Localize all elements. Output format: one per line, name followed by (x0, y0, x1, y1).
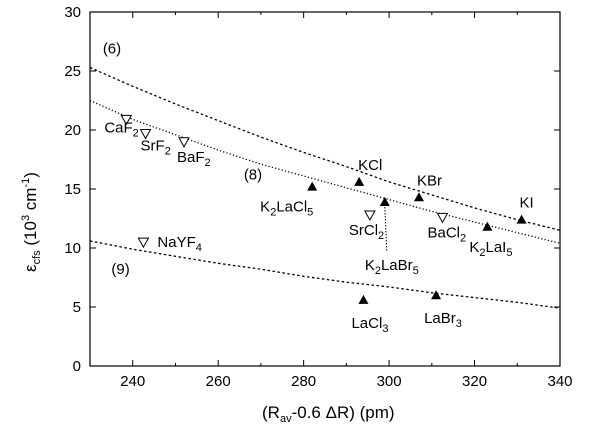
curve-label: (9) (111, 261, 129, 278)
point-label: BaF2 (177, 149, 211, 169)
filled-triangle-marker (431, 290, 442, 300)
y-tick-label: 0 (73, 358, 81, 375)
curve-label: (8) (244, 167, 262, 184)
point-label: K2LaCl5 (260, 199, 313, 219)
x-tick-label: 340 (547, 373, 572, 390)
filled-triangle-marker (482, 221, 493, 231)
filled-triangle-marker (358, 294, 369, 304)
leader-line (384, 206, 388, 253)
point-label: SrCl2 (349, 222, 384, 242)
filled-triangle-marker (516, 214, 527, 224)
curve-label: (6) (103, 40, 121, 57)
open-triangle-marker (364, 210, 376, 221)
open-triangle-marker (137, 237, 150, 249)
open-triangle-marker (139, 129, 152, 140)
data-points (120, 114, 527, 304)
point-label: SrF2 (141, 138, 171, 158)
point-label: CaF2 (104, 119, 138, 139)
leader-lines (384, 206, 388, 253)
fit-curve-3 (89, 240, 561, 309)
open-triangle-marker (120, 114, 133, 126)
point-label: LaBr3 (424, 310, 462, 330)
y-tick-label: 30 (64, 4, 81, 21)
point-label: K2LaI5 (469, 239, 512, 259)
fit-curve-2 (89, 99, 561, 244)
y-tick-label: 25 (64, 63, 81, 80)
x-tick-label: 240 (120, 373, 145, 390)
point-labels: (6) (8) (9) K2LaCl5 KCl K2LaBr5 KBr K2LaI5 KI LaC… (103, 40, 534, 335)
point-label: KCl (358, 157, 382, 174)
axis-ticks: 240 260 280 300 320 340 0 5 10 15 20 25 30 (64, 4, 572, 390)
point-label: KBr (417, 172, 442, 189)
filled-triangle-marker (354, 176, 365, 186)
open-triangle-marker (178, 137, 190, 148)
fit-curves (89, 66, 561, 309)
point-label: K2LaBr5 (365, 257, 419, 277)
x-axis-title: (Rav-0.6 ΔR) (pm) (262, 403, 395, 425)
filled-triangle-marker (307, 181, 318, 191)
x-tick-label: 300 (377, 373, 402, 390)
plot-frame (89, 11, 561, 367)
filled-triangle-marker (414, 192, 424, 202)
point-label: LaCl3 (351, 315, 388, 335)
y-axis-title: εcfs (103 cm-1) (20, 172, 43, 272)
y-tick-label: 20 (64, 122, 81, 139)
x-tick-label: 280 (291, 373, 316, 390)
filled-triangle-marker (379, 196, 390, 206)
y-tick-label: 10 (64, 240, 81, 257)
open-triangle-marker (436, 212, 449, 224)
y-tick-label: 5 (73, 299, 81, 316)
y-tick-label: 15 (64, 181, 81, 198)
point-label: KI (520, 195, 534, 212)
point-label: BaCl2 (428, 224, 467, 244)
x-tick-label: 260 (206, 373, 231, 390)
x-tick-label: 320 (462, 373, 487, 390)
point-label: NaYF4 (157, 234, 201, 254)
fit-curve-1 (89, 66, 561, 231)
axis-titles: (Rav-0.6 ΔR) (pm) εcfs (103 cm-1) (20, 172, 395, 425)
